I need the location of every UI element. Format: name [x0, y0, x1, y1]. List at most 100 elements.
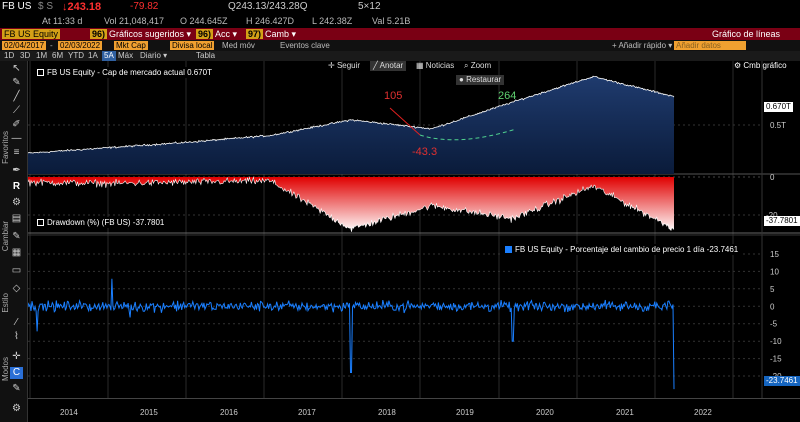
- high-label: H 246.427D: [246, 16, 295, 26]
- price-change: -79.82: [130, 1, 159, 12]
- market-cap-line: [28, 75, 675, 154]
- drawdown-badge: -37.7801: [764, 216, 800, 226]
- legend-swatch: [37, 219, 44, 226]
- price-change-line: [28, 278, 675, 390]
- cambiar-label: Cambiar: [1, 221, 10, 252]
- channel-icon[interactable]: ≡: [13, 147, 20, 158]
- x-tick: 2021: [616, 408, 634, 417]
- estilo-label: Estilo: [1, 293, 10, 313]
- period-1m[interactable]: 1M: [36, 51, 48, 60]
- news-icon: ▦: [416, 61, 426, 70]
- drawdown-line: [28, 176, 675, 232]
- period-5a[interactable]: 5A: [102, 51, 116, 61]
- period-1a[interactable]: 1A: [88, 51, 98, 60]
- cursor-icon[interactable]: ↖: [12, 63, 21, 74]
- panel1-legend-text: FB US Equity - Cap de mercado actual 0.6…: [47, 68, 212, 77]
- restaurar-button[interactable]: ● Restaurar: [456, 75, 505, 85]
- modos-label: Modos: [1, 357, 10, 382]
- menu-label: Gráficos sugeridos ▾: [109, 29, 192, 39]
- quick-add-button[interactable]: + Añadir rápido ▾: [612, 41, 673, 50]
- menu-camb[interactable]: 97) Camb ▾: [246, 29, 296, 40]
- annotate-icon: ╱: [373, 61, 380, 70]
- annotation-105: 105: [384, 90, 402, 102]
- open-label: O 244.645Z: [180, 16, 228, 26]
- table-button[interactable]: Tabla: [196, 51, 216, 60]
- currency-field[interactable]: Divisa local: [170, 41, 215, 50]
- follow-icon: ✛: [328, 61, 337, 70]
- ticker-label[interactable]: FB US: [2, 1, 32, 12]
- line-icon[interactable]: ╱: [13, 91, 20, 102]
- menu-label: Camb ▾: [265, 29, 297, 39]
- period-1d[interactable]: 1D: [4, 51, 15, 60]
- market-cap-badge: 0.670T: [764, 102, 793, 112]
- style-icon[interactable]: ▭: [11, 265, 22, 276]
- menu-num: 97): [246, 29, 264, 39]
- menu-label: Acc ▾: [215, 29, 238, 39]
- moving-average-toggle[interactable]: Med móv: [222, 41, 255, 50]
- restore-icon: ●: [459, 75, 467, 84]
- layers-icon[interactable]: ▤: [11, 213, 22, 224]
- chart-type-title: Gráfico de líneas: [712, 29, 781, 39]
- shape-icon[interactable]: ◇: [12, 283, 21, 294]
- low-label: L 242.38Z: [312, 16, 353, 26]
- noticias-button[interactable]: ▦ Noticias: [416, 61, 454, 71]
- add-data-field[interactable]: Añadir datos: [674, 41, 746, 50]
- settings-bar: 02/04/2017 - 02/03/2022 Mkt Cap Divisa l…: [0, 40, 800, 51]
- legend-swatch: [505, 246, 512, 253]
- hline-icon[interactable]: —: [11, 133, 22, 144]
- panel3-legend-text: FB US Equity - Porcentaje del cambio de …: [515, 245, 739, 254]
- grid-icon[interactable]: ▦: [11, 247, 22, 258]
- period-ytd[interactable]: YTD: [68, 51, 84, 60]
- period-6m[interactable]: 6M: [52, 51, 64, 60]
- zoom-button[interactable]: ⌕ Zoom: [464, 61, 491, 71]
- cmb-grafico-button[interactable]: ⚙ Cmb gráfico: [734, 61, 787, 70]
- ticker-field[interactable]: FB US Equity: [2, 29, 61, 39]
- annotation-264: 264: [498, 90, 516, 102]
- bid-ask: Q243.13/243.28Q: [228, 1, 308, 12]
- drawdown-area: [28, 177, 674, 232]
- menu-graficos-sugeridos[interactable]: 96) Gráficos sugeridos ▾: [90, 29, 191, 40]
- magnet-icon[interactable]: ⌇: [14, 331, 19, 342]
- panel3-legend: FB US Equity - Porcentaje del cambio de …: [502, 244, 742, 255]
- r-icon[interactable]: R: [12, 181, 21, 192]
- menu-acc[interactable]: 96) Acc ▾: [196, 29, 237, 40]
- annotation-curve: [419, 128, 517, 141]
- seguir-label: Seguir: [336, 61, 361, 70]
- edit-icon[interactable]: ✎: [12, 383, 21, 394]
- brush-icon[interactable]: ✐: [12, 119, 21, 130]
- anotar-button[interactable]: ╱ Anotar: [370, 61, 407, 71]
- frequency-dropdown[interactable]: Diario ▾: [140, 51, 168, 60]
- pen-icon[interactable]: ✒: [12, 165, 21, 176]
- period-max[interactable]: Máx: [118, 51, 134, 60]
- seguir-button[interactable]: ✛ Seguir: [328, 61, 360, 71]
- panel1-legend: FB US Equity - Cap de mercado actual 0.6…: [34, 67, 215, 78]
- menu-bar: FB US Equity 96) Gráficos sugeridos ▾ 96)…: [0, 28, 800, 40]
- ray-icon[interactable]: ⟋: [13, 105, 20, 116]
- left-toolbar: ↖ ✎ ╱ ⟋ ✐ — ≡ Favoritos ✒ R ⚙ ▤ ✎ ▦ Camb…: [0, 61, 28, 422]
- crosshair-icon[interactable]: ✛: [12, 351, 21, 362]
- draw-icon[interactable]: ✎: [12, 231, 21, 242]
- x-tick: 2017: [298, 408, 316, 417]
- panel3-axis-label: -5: [770, 320, 778, 329]
- period-3d[interactable]: 3D: [20, 51, 31, 60]
- quote-details: At 11:33 d Vol 21,048,417 O 244.645Z H 2…: [0, 15, 800, 28]
- anotar-label: Anotar: [379, 61, 404, 70]
- value-label: Val 5.21B: [372, 16, 411, 26]
- start-date-field[interactable]: 02/04/2017: [2, 41, 47, 50]
- market-cap-area: [28, 76, 674, 174]
- gear-icon[interactable]: ⚙: [12, 197, 21, 208]
- end-date-field[interactable]: 02/03/2022: [58, 41, 103, 50]
- menu-num: 96): [90, 29, 108, 39]
- x-tick: 2018: [378, 408, 396, 417]
- mode-icon[interactable]: C: [10, 367, 23, 379]
- line-style-icon[interactable]: ⁄: [15, 317, 18, 328]
- pencil-icon[interactable]: ✎: [12, 77, 21, 88]
- settings-icon[interactable]: ⚙: [12, 403, 21, 414]
- key-events-toggle[interactable]: Eventos clave: [280, 41, 330, 50]
- time-label: At 11:33 d: [42, 16, 83, 26]
- favoritos-label: Favoritos: [1, 131, 10, 164]
- panel3-axis-label: 5: [770, 285, 775, 294]
- volume-label: Vol 21,048,417: [104, 16, 165, 26]
- metric-field[interactable]: Mkt Cap: [114, 41, 148, 50]
